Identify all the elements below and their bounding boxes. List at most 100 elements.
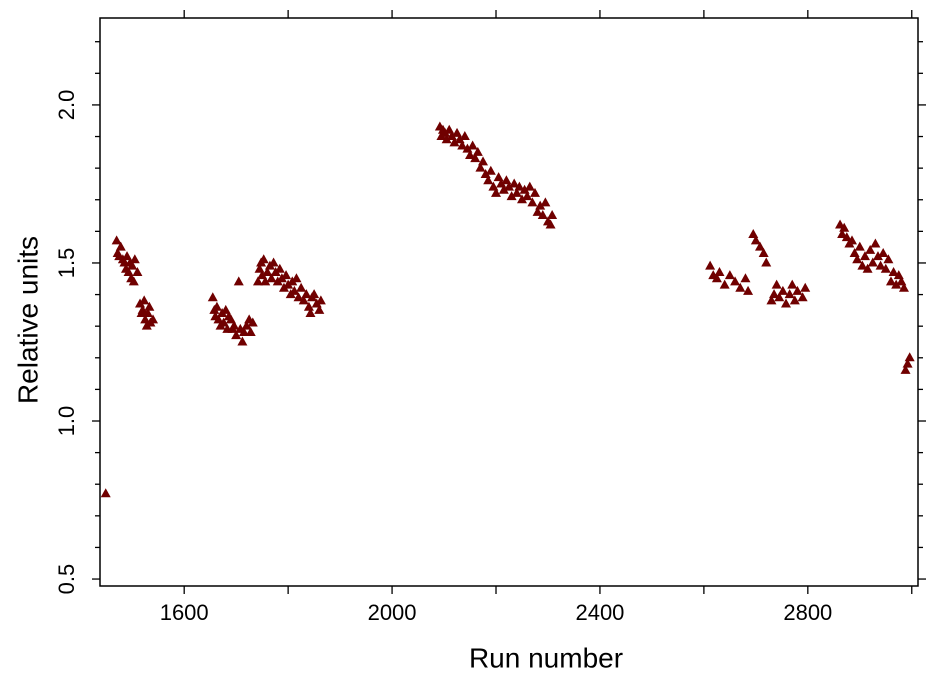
point [237,336,248,346]
point [904,352,915,362]
point [878,247,889,257]
point [758,247,769,257]
point [301,289,312,299]
point [452,127,463,137]
point [207,292,218,302]
y-tick-label: 0.5 [54,564,79,595]
y-tick-label: 2.0 [54,90,79,121]
point [115,241,126,251]
point [122,251,133,261]
point [132,266,143,276]
point [252,276,263,286]
point [314,304,325,314]
point [735,282,746,292]
point [885,276,896,286]
point [127,260,138,270]
plot-frame [99,17,919,587]
point [241,320,252,330]
point [784,289,795,299]
point [766,295,777,305]
point [233,276,244,286]
point [262,266,273,276]
point [714,266,725,276]
point [296,282,307,292]
y-axis-title: Relative units [12,236,43,404]
point [872,251,883,261]
point [862,263,873,273]
point [475,162,486,172]
point [483,175,494,185]
point [257,270,268,280]
point [449,137,460,147]
point [315,295,326,305]
point [711,273,722,283]
point [509,178,520,188]
point [846,235,857,245]
point [797,292,808,302]
point [457,140,468,150]
point [258,254,269,264]
point [888,266,899,276]
point [274,263,285,273]
point [268,257,279,267]
point [128,276,139,286]
point [498,184,509,194]
x-tick-label: 2000 [368,600,417,625]
point [875,260,886,270]
point [547,210,558,220]
point [137,304,148,314]
point [139,295,150,305]
point [266,273,277,283]
point [225,314,236,324]
point [880,263,891,273]
point [211,301,222,311]
point [524,181,535,191]
x-tick-label: 2400 [575,600,624,625]
point [857,260,868,270]
point [129,254,140,264]
point [220,304,231,314]
point [545,219,556,229]
point [144,301,155,311]
point [891,279,902,289]
point [441,134,452,144]
point [467,140,478,150]
point [537,210,548,220]
point [140,314,151,324]
point [902,358,913,368]
x-axis-title: Run number [469,642,623,673]
point [771,279,782,289]
point [309,289,320,299]
point [229,320,240,330]
point [247,317,258,327]
point [303,301,314,311]
point [787,279,798,289]
point [540,197,551,207]
point [148,314,159,324]
point [792,285,803,295]
point [854,241,865,251]
point [800,282,811,292]
point [769,289,780,299]
point [491,187,502,197]
point [289,285,300,295]
point [748,229,759,239]
point [870,238,881,248]
y-tick-label: 1.0 [54,406,79,437]
point [743,285,754,295]
point [852,254,863,264]
point [245,327,256,337]
point [231,330,242,340]
point [900,364,911,374]
point [837,229,848,239]
point [532,206,543,216]
point [898,282,909,292]
point [504,181,514,191]
point [535,200,546,210]
point [238,327,249,337]
point [470,153,481,163]
point [506,191,517,201]
point [527,197,538,207]
y-tick-label: 1.5 [54,248,79,279]
